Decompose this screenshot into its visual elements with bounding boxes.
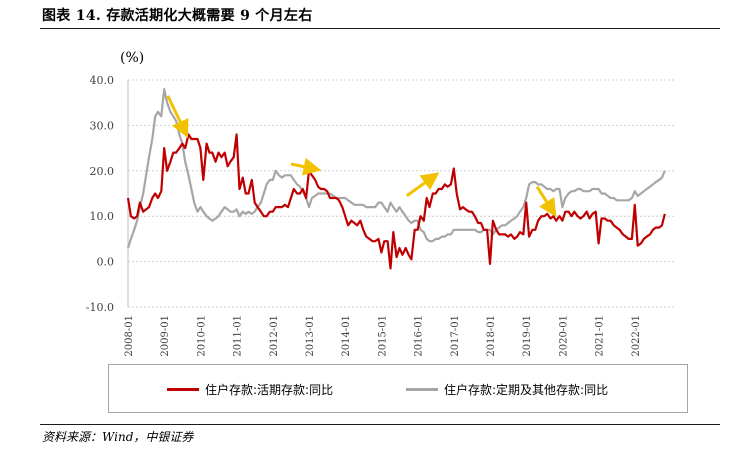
x-tick-label: 2018-01 bbox=[486, 315, 497, 357]
trend-arrow-2 bbox=[290, 157, 322, 176]
x-tick-label: 2014-01 bbox=[341, 315, 352, 357]
y-axis-label: (%) bbox=[120, 50, 144, 66]
series-line-time-deposit bbox=[126, 88, 666, 249]
x-tick-label: 2020-01 bbox=[558, 315, 569, 357]
trend-arrow-4 bbox=[535, 185, 557, 217]
series-lines bbox=[126, 88, 666, 270]
x-tick-label: 2013-01 bbox=[305, 315, 316, 357]
y-tick-label: 0.0 bbox=[97, 256, 115, 269]
trend-arrow-1 bbox=[166, 95, 189, 139]
y-tick-label: 20.0 bbox=[90, 165, 115, 178]
legend-label: 住户存款:活期存款:同比 bbox=[205, 383, 334, 397]
legend-label: 住户存款:定期及其他存款:同比 bbox=[444, 383, 609, 397]
legend-swatch-gray bbox=[406, 388, 438, 391]
y-tick-label: 40.0 bbox=[90, 74, 115, 87]
x-tick-label: 2022-01 bbox=[631, 315, 642, 357]
x-tick-label: 2021-01 bbox=[595, 315, 606, 357]
series-line-demand-deposit bbox=[126, 133, 666, 270]
y-tick-label: 10.0 bbox=[90, 210, 115, 223]
legend-swatch-red bbox=[167, 388, 199, 391]
source-note: 资料来源：Wind，中银证券 bbox=[42, 430, 194, 444]
legend-item-demand-deposit: 住户存款:活期存款:同比 bbox=[167, 381, 333, 398]
x-tick-label: 2019-01 bbox=[522, 315, 533, 357]
trend-arrow-3 bbox=[405, 172, 440, 197]
x-tick-label: 2010-01 bbox=[196, 315, 207, 357]
title-rule bbox=[40, 28, 720, 29]
x-tick-label: 2012-01 bbox=[269, 315, 280, 357]
legend: 住户存款:活期存款:同比 住户存款:定期及其他存款:同比 bbox=[108, 364, 688, 413]
x-tick-label: 2017-01 bbox=[450, 315, 461, 357]
trend-arrows bbox=[166, 95, 557, 217]
figure-title: 图表 14. 存款活期化大概需要 9 个月左右 bbox=[42, 8, 313, 24]
x-tick-label: 2015-01 bbox=[377, 315, 388, 357]
x-tick-label: 2009-01 bbox=[160, 315, 171, 357]
x-tick-label: 2016-01 bbox=[414, 315, 425, 357]
x-tick-labels: 2008-01 2009-01 2010-01 2011-01 2012-01 2013-… bbox=[124, 315, 642, 357]
gridlines bbox=[127, 79, 676, 308]
x-tick-label: 2008-01 bbox=[124, 315, 135, 357]
y-tick-label: 30.0 bbox=[90, 119, 115, 132]
legend-item-time-deposit: 住户存款:定期及其他存款:同比 bbox=[406, 381, 608, 398]
x-tick-label: 2011-01 bbox=[233, 315, 244, 357]
y-tick-label: -10.0 bbox=[86, 301, 114, 314]
y-tick-labels: 40.0 30.0 20.0 10.0 0.0 -10.0 bbox=[86, 74, 114, 314]
bottom-rule bbox=[40, 424, 720, 425]
